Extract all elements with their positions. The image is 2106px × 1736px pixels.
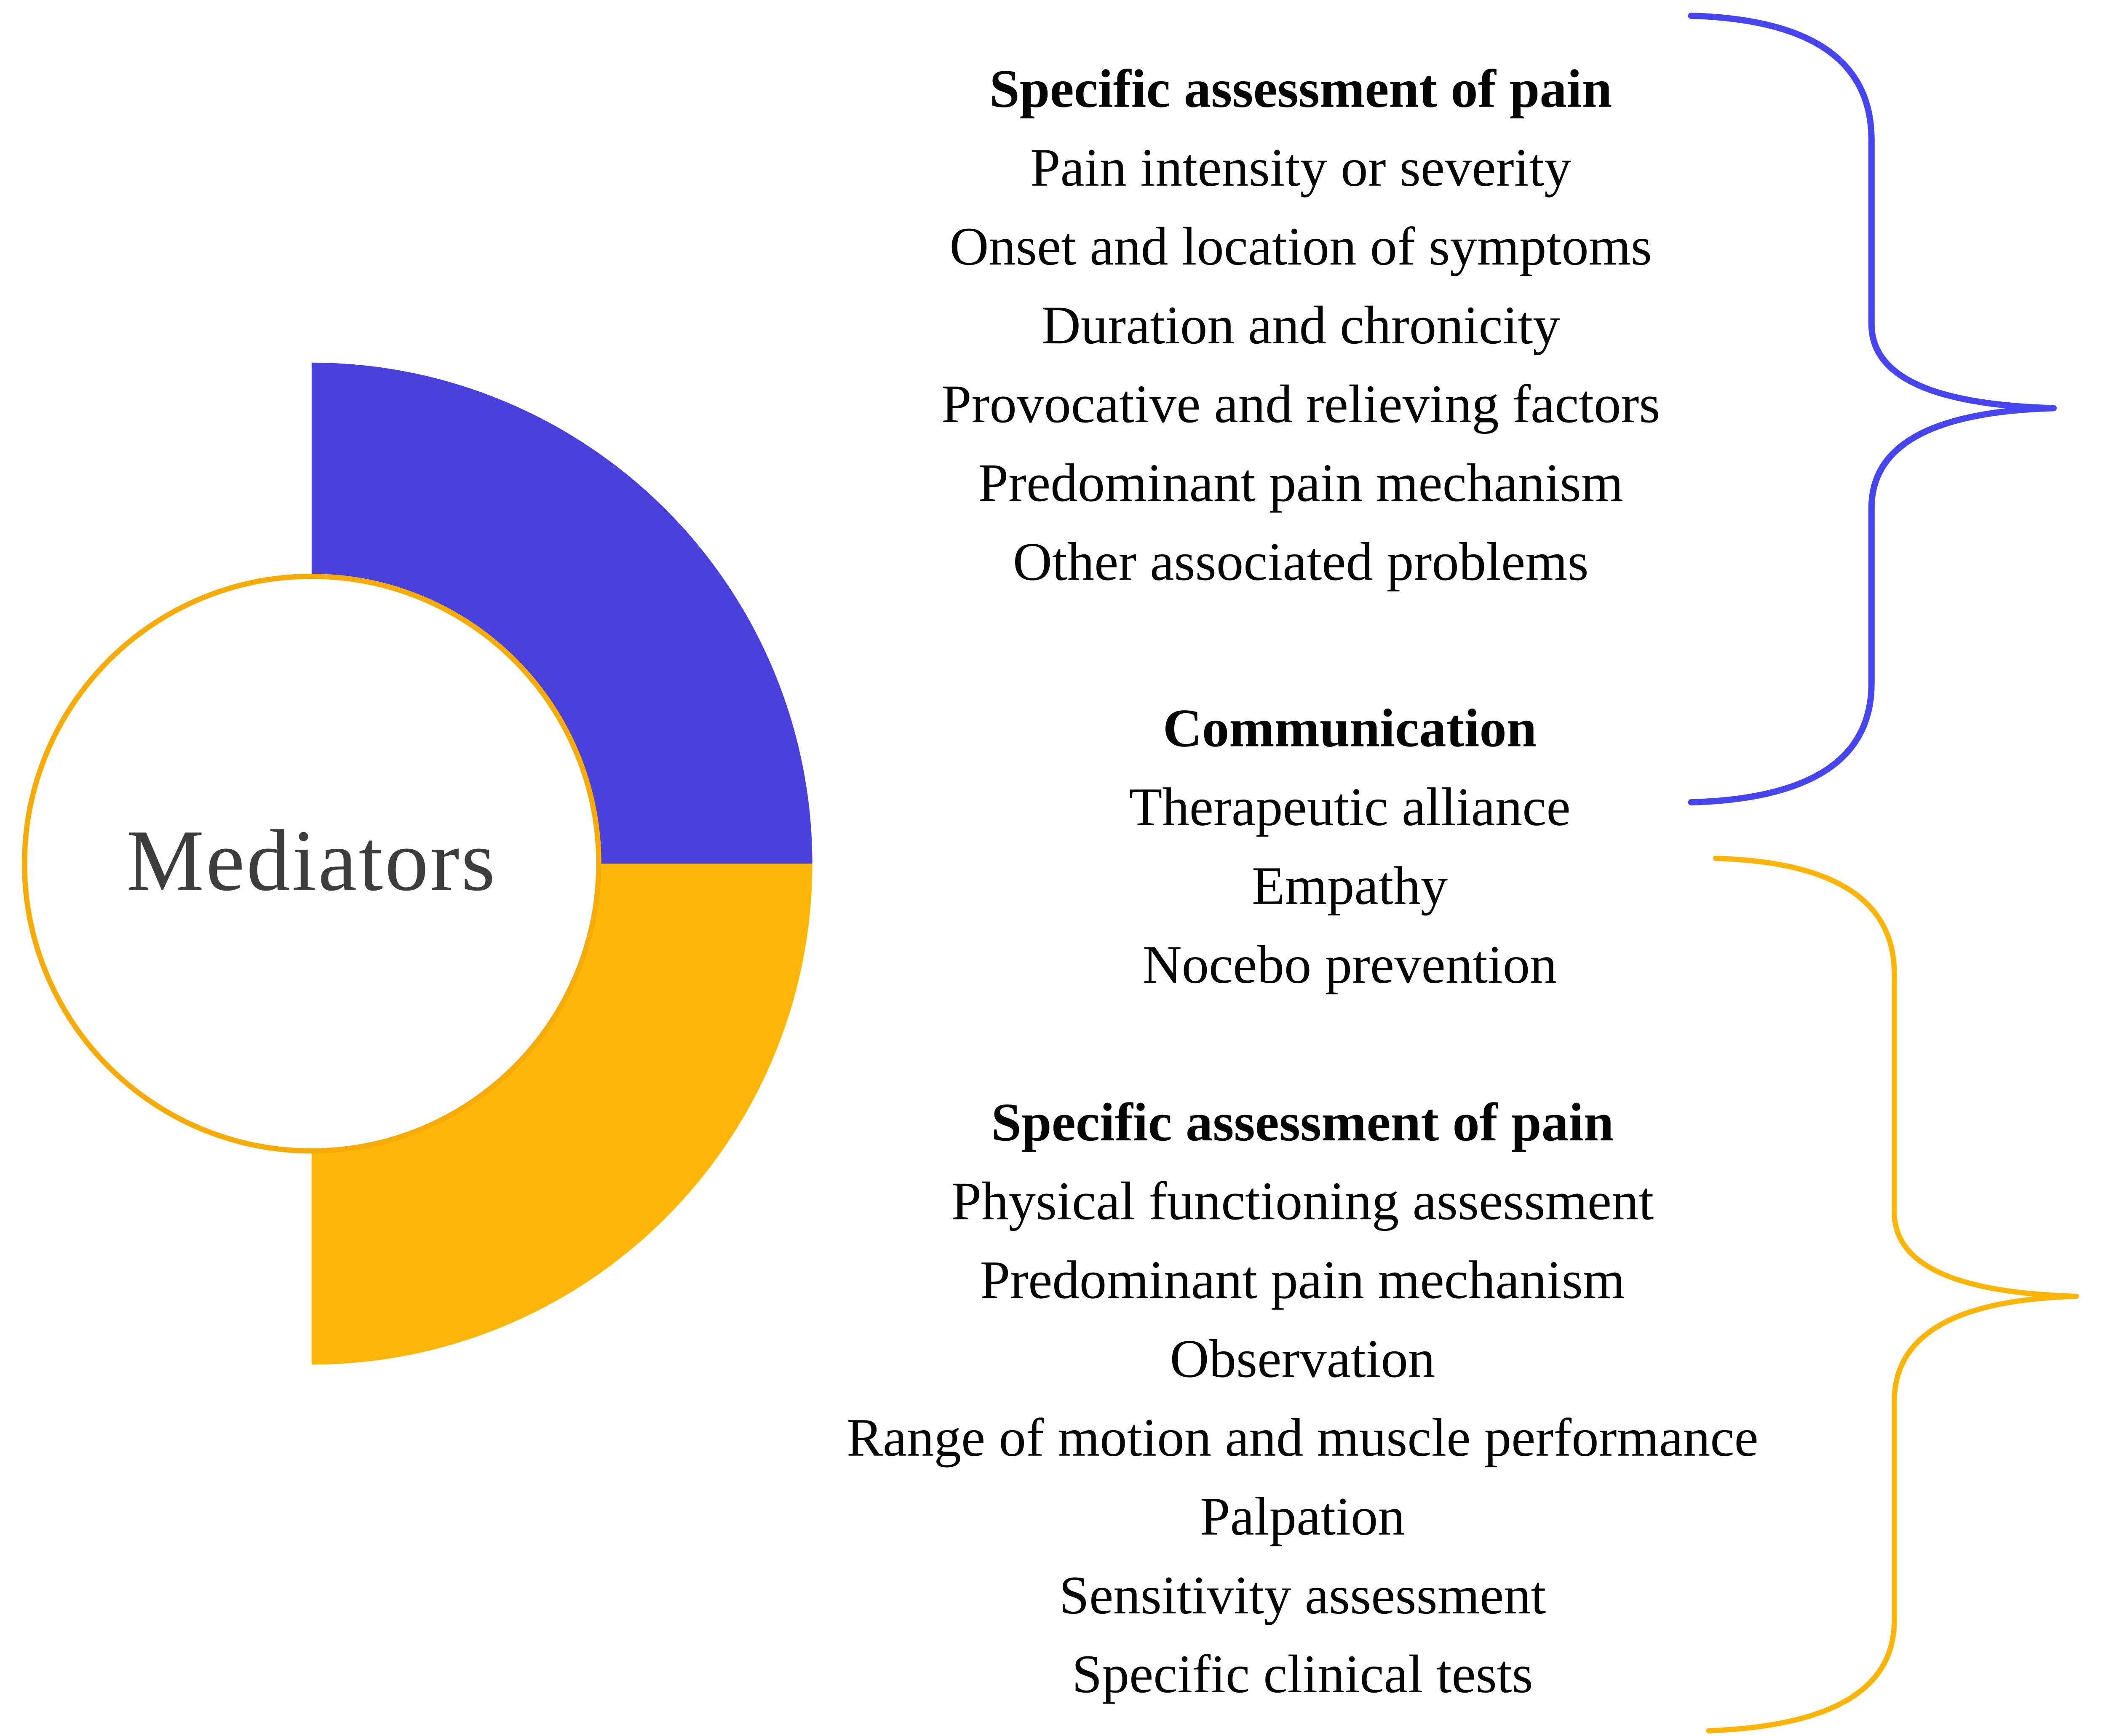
- list-item: Specific clinical tests: [1072, 1643, 1533, 1705]
- list-item: Sensitivity assessment: [1059, 1564, 1546, 1626]
- list-item: Predominant pain mechanism: [978, 452, 1624, 514]
- list-header: Specific assessment of pain: [989, 58, 1612, 119]
- list-item: Predominant pain mechanism: [980, 1249, 1625, 1311]
- mediators-circle: [21, 573, 601, 1154]
- mediators-arc-physical: [311, 864, 812, 1365]
- anamnesis-brace: [1688, 12, 2057, 806]
- list-item: Range of motion and muscle performance: [847, 1407, 1759, 1468]
- list-header: Communication: [1163, 697, 1537, 759]
- list-item: Palpation: [1200, 1485, 1405, 1547]
- mediators-arc-anamnesis: [311, 362, 812, 864]
- anamnesis-brace-path: [1688, 12, 2057, 806]
- list-item: Empathy: [1252, 855, 1448, 916]
- physical-assessment-list: Specific assessment of pain Physical fun…: [672, 1083, 1933, 1713]
- list-item: Pain intensity or severity: [1030, 136, 1571, 198]
- list-item: Observation: [1170, 1328, 1435, 1389]
- list-item: Therapeutic alliance: [1129, 776, 1571, 837]
- physical-examination-brace: [1706, 856, 2079, 1733]
- list-item: Provocative and relieving factors: [941, 373, 1660, 435]
- list-header: Specific assessment of pain: [991, 1091, 1614, 1153]
- communication-list: Communication Therapeutic alliance Empat…: [719, 688, 1980, 1004]
- list-item: Onset and location of symptoms: [949, 215, 1652, 277]
- mediators-label: Mediators: [126, 811, 497, 909]
- list-item: Physical functioning assessment: [951, 1170, 1654, 1232]
- physical-examination-brace-path: [1706, 856, 2079, 1733]
- anamnesis-assessment-list: Specific assessment of pain Pain intensi…: [671, 49, 1931, 601]
- list-item: Nocebo prevention: [1142, 934, 1557, 995]
- list-item: Duration and chronicity: [1041, 294, 1560, 356]
- list-item: Other associated problems: [1013, 530, 1589, 592]
